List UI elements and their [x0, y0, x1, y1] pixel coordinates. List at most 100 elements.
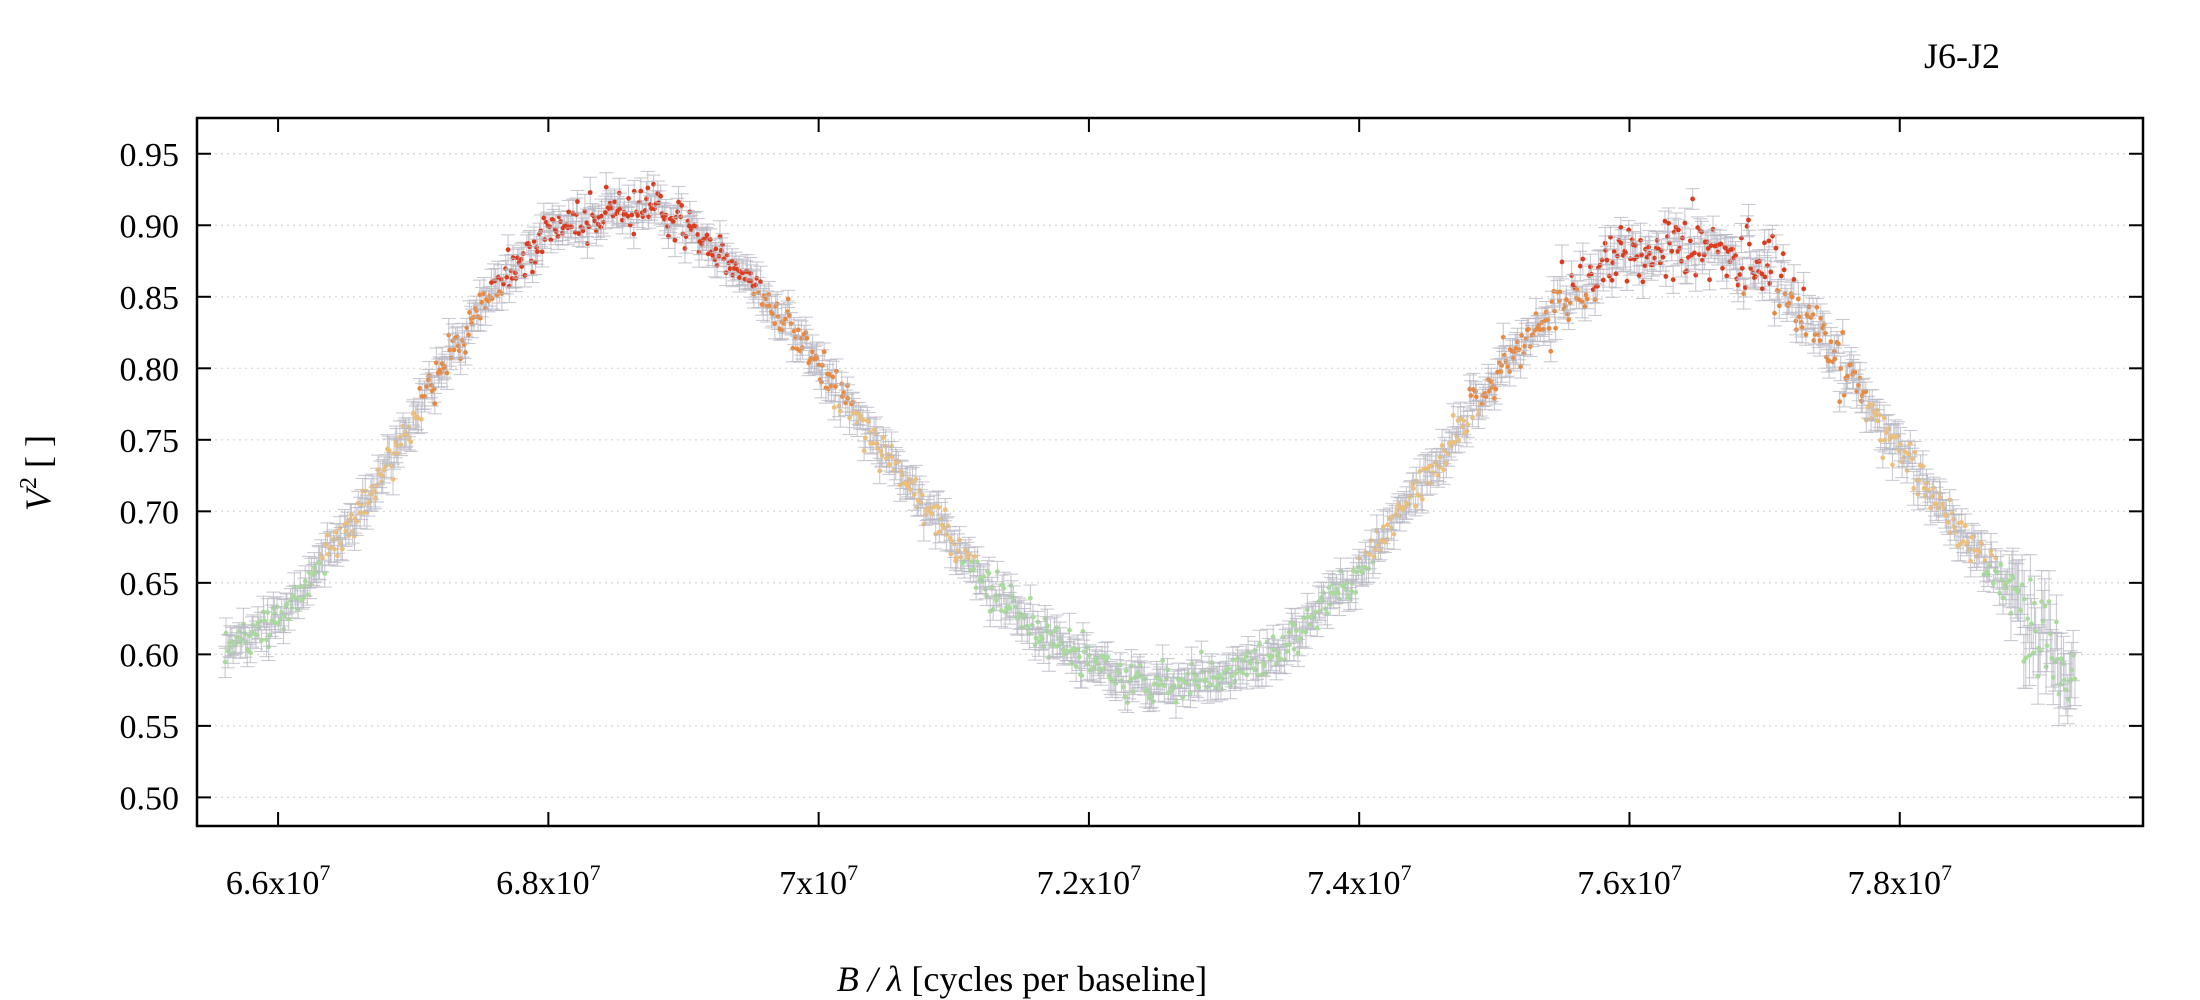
data-point: [857, 440, 872, 462]
data-point: [1735, 256, 1750, 280]
x-tick-label: 7x107: [779, 860, 858, 902]
data-point: [1040, 608, 1055, 643]
data-point: [1913, 454, 1928, 476]
data-point: [624, 205, 639, 225]
y-tick-label: 0.70: [120, 494, 180, 531]
data-point: [1002, 591, 1017, 625]
data-points: [218, 170, 2082, 727]
data-point: [1732, 258, 1747, 291]
data-point: [1543, 340, 1558, 363]
data-point: [1742, 229, 1757, 259]
x-axis-label: B / λ [cycles per baseline]: [837, 959, 1207, 999]
data-point: [527, 226, 542, 257]
data-point: [1548, 316, 1563, 340]
data-point: [1906, 470, 1921, 506]
grid-lines: [197, 153, 2143, 798]
data-point: [458, 339, 473, 366]
data-point: [626, 218, 641, 250]
data-point: [1741, 203, 1756, 237]
y-tick-label: 0.55: [120, 709, 180, 746]
x-tick-label: 7.2x107: [1037, 860, 1142, 902]
data-point: [1692, 243, 1707, 266]
data-point: [1503, 337, 1518, 362]
x-tick-label: 6.6x107: [226, 860, 331, 902]
data-point: [1529, 297, 1544, 330]
data-point: [1203, 668, 1218, 701]
data-point: [1677, 207, 1692, 239]
y-tick-label: 0.65: [120, 566, 180, 603]
y-axis-label: V2 [ ]: [16, 435, 58, 511]
y-tick-label: 0.95: [120, 137, 180, 174]
data-point: [1688, 258, 1703, 292]
data-point: [1573, 250, 1588, 282]
data-point: [411, 401, 426, 435]
data-point: [461, 325, 476, 344]
data-point: [1542, 314, 1557, 343]
data-point: [1153, 666, 1168, 694]
data-point: [505, 268, 520, 289]
data-point: [833, 394, 848, 428]
data-point: [1719, 233, 1734, 263]
data-point: [981, 556, 996, 591]
data-point: [2018, 626, 2033, 689]
data-point: [1687, 236, 1702, 270]
data-point: [1702, 268, 1717, 291]
data-point: [1496, 322, 1511, 352]
x-tick-label: 6.8x107: [496, 860, 601, 902]
data-point: [1657, 210, 1672, 232]
data-point: [315, 543, 330, 573]
data-point: [1457, 423, 1472, 444]
data-point: [2024, 597, 2039, 650]
y-tick-label: 0.60: [120, 637, 180, 674]
data-point: [1690, 216, 1705, 239]
data-point: [853, 405, 868, 427]
data-point: [1875, 447, 1890, 469]
data-point: [1603, 225, 1618, 250]
data-point: [2037, 578, 2052, 635]
data-point: [825, 360, 840, 394]
data-point: [1355, 558, 1370, 587]
data-point: [535, 236, 550, 268]
data-point: [1919, 468, 1934, 498]
data-point: [347, 521, 362, 551]
data-point: [666, 205, 681, 238]
data-point: [674, 193, 689, 218]
data-point: [1641, 230, 1656, 265]
data-point: [1685, 188, 1700, 210]
data-point: [1666, 265, 1681, 294]
data-point: [732, 262, 747, 293]
chart-title: J6-J2: [1924, 36, 2000, 76]
data-point: [640, 170, 655, 205]
data-point: [571, 220, 586, 247]
x-tick-label: 7.4x107: [1307, 860, 1412, 902]
data-point: [1658, 265, 1673, 287]
y-tick-label: 0.85: [120, 280, 180, 317]
data-point: [1661, 207, 1676, 240]
plot-frame: [195, 116, 2145, 828]
data-point: [671, 185, 686, 219]
data-point: [1670, 237, 1685, 266]
data-point: [817, 342, 832, 362]
data-point: [1320, 598, 1335, 629]
data-point: [1212, 661, 1227, 691]
data-point: [1386, 518, 1401, 550]
data-point: [2066, 629, 2081, 682]
data-point: [1310, 618, 1325, 638]
axis-ticks: [197, 118, 2143, 826]
data-point: [335, 536, 350, 562]
data-point: [1609, 258, 1624, 289]
data-point: [271, 614, 286, 633]
data-point: [1488, 373, 1503, 405]
data-point: [1367, 540, 1382, 575]
data-point: [2023, 554, 2038, 605]
data-point: [966, 554, 981, 584]
data-point: [1183, 678, 1198, 709]
data-point: [835, 384, 850, 409]
data-point: [1459, 414, 1474, 448]
x-tick-label: 7.8x107: [1848, 860, 1953, 902]
data-point: [1701, 234, 1716, 263]
data-point: [937, 513, 952, 543]
y-tick-label: 0.90: [120, 208, 180, 245]
data-point: [1561, 309, 1576, 331]
data-point: [599, 172, 614, 203]
